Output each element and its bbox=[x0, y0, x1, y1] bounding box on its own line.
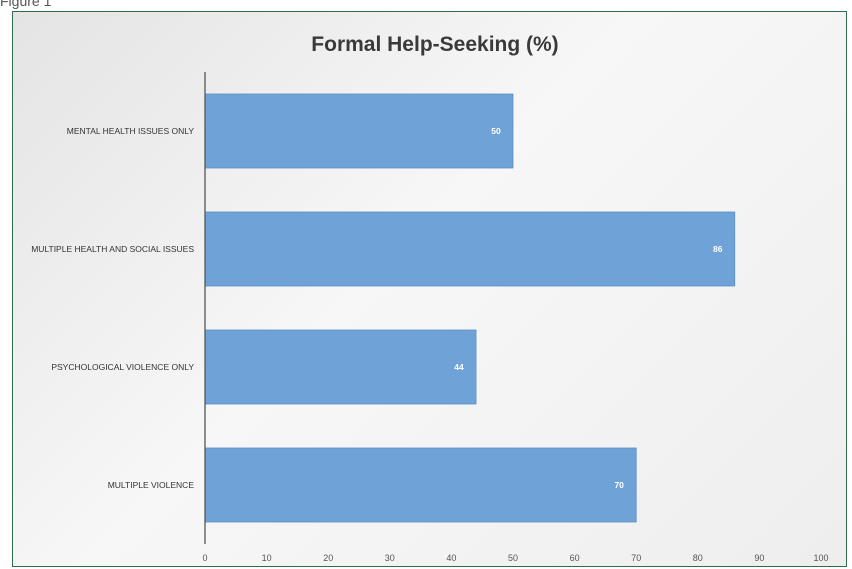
bar-1 bbox=[204, 211, 736, 287]
category-label-0: MENTAL HEALTH ISSUES ONLY bbox=[67, 126, 195, 136]
data-label-0: 50 bbox=[491, 126, 501, 136]
x-tick-label-1: 10 bbox=[262, 553, 272, 563]
x-tick-label-10: 100 bbox=[813, 553, 828, 563]
data-label-3: 70 bbox=[614, 480, 624, 490]
x-tick-label-8: 80 bbox=[693, 553, 703, 563]
bar-2 bbox=[204, 329, 477, 405]
data-label-2: 44 bbox=[454, 362, 464, 372]
x-tick-label-4: 40 bbox=[446, 553, 456, 563]
bar-chart: Formal Help-Seeking (%) 50 86 44 70 MENTAL … bbox=[31, 33, 828, 563]
x-tick-label-9: 90 bbox=[754, 553, 764, 563]
x-tick-label-5: 50 bbox=[508, 553, 518, 563]
x-tick-label-7: 70 bbox=[631, 553, 641, 563]
category-label-3: MULTIPLE VIOLENCE bbox=[108, 480, 195, 490]
x-tick-label-2: 20 bbox=[323, 553, 333, 563]
category-labels: MENTAL HEALTH ISSUES ONLY MULTIPLE HEALTH… bbox=[31, 126, 194, 490]
chart-title: Formal Help-Seeking (%) bbox=[311, 33, 558, 56]
category-label-2: PSYCHOLOGICAL VIOLENCE ONLY bbox=[51, 362, 194, 372]
x-tick-label-6: 60 bbox=[570, 553, 580, 563]
x-tick-label-3: 30 bbox=[385, 553, 395, 563]
x-tick-label-0: 0 bbox=[202, 553, 207, 563]
figure-label: Figure 1 bbox=[0, 0, 52, 9]
data-label-1: 86 bbox=[713, 244, 723, 254]
bar-3 bbox=[204, 447, 637, 523]
chart-frame: Formal Help-Seeking (%) 50 86 44 70 MENTAL … bbox=[12, 11, 847, 567]
category-label-1: MULTIPLE HEALTH AND SOCIAL ISSUES bbox=[31, 244, 194, 254]
bar-0 bbox=[204, 93, 514, 169]
bars-layer: 50 86 44 70 bbox=[204, 93, 736, 523]
x-axis-ticks: 0 10 20 30 40 50 60 70 80 90 100 bbox=[202, 553, 828, 563]
